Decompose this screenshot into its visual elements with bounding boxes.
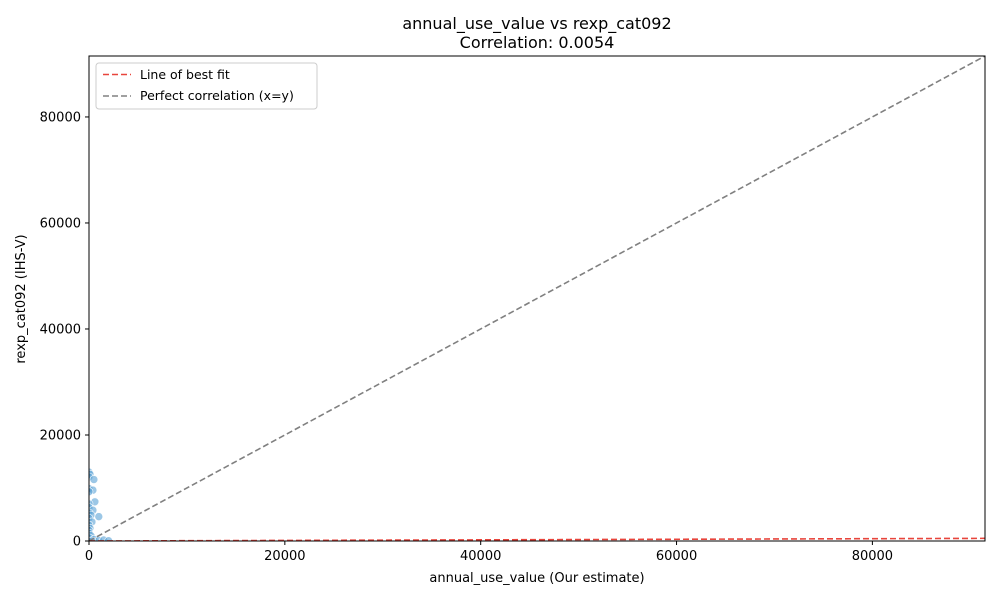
y-tick-label: 60000 <box>40 216 81 231</box>
plot-frame <box>88 55 986 542</box>
y-tick-label: 20000 <box>40 428 81 443</box>
x-tick-label: 40000 <box>460 549 501 564</box>
identity-line <box>89 56 985 541</box>
legend-label-best-fit: Line of best fit <box>140 67 230 82</box>
scatter-point <box>89 487 94 497</box>
reference-lines <box>89 56 985 541</box>
x-axis-label: annual_use_value (Our estimate) <box>429 571 644 586</box>
x-tick-label: 80000 <box>852 549 893 564</box>
legend: Line of best fit Perfect correlation (x=… <box>95 62 318 110</box>
y-axis-label: rexp_cat092 (IHS-V) <box>14 234 29 363</box>
y-tick-label: 0 <box>73 535 81 550</box>
scatter-point <box>94 512 104 521</box>
x-tick-label: 60000 <box>656 549 697 564</box>
x-tick-label: 20000 <box>264 549 305 564</box>
legend-label-identity: Perfect correlation (x=y) <box>140 88 294 103</box>
chart-subtitle: Correlation: 0.0054 <box>460 33 615 52</box>
y-axis-ticks: 0 20000 40000 60000 80000 <box>40 110 89 550</box>
y-tick-label: 80000 <box>40 110 81 125</box>
plot-area: 0 20000 40000 60000 80000 0 20000 40000 60000 80… <box>40 55 986 564</box>
legend-box <box>95 62 318 110</box>
x-axis-ticks: 0 20000 40000 60000 80000 <box>85 541 893 564</box>
scatter-point <box>89 475 99 484</box>
chart-title: annual_use_value vs rexp_cat092 <box>402 14 671 34</box>
y-tick-label: 40000 <box>40 322 81 337</box>
x-tick-label: 0 <box>85 549 93 564</box>
scatter-points <box>89 467 113 541</box>
